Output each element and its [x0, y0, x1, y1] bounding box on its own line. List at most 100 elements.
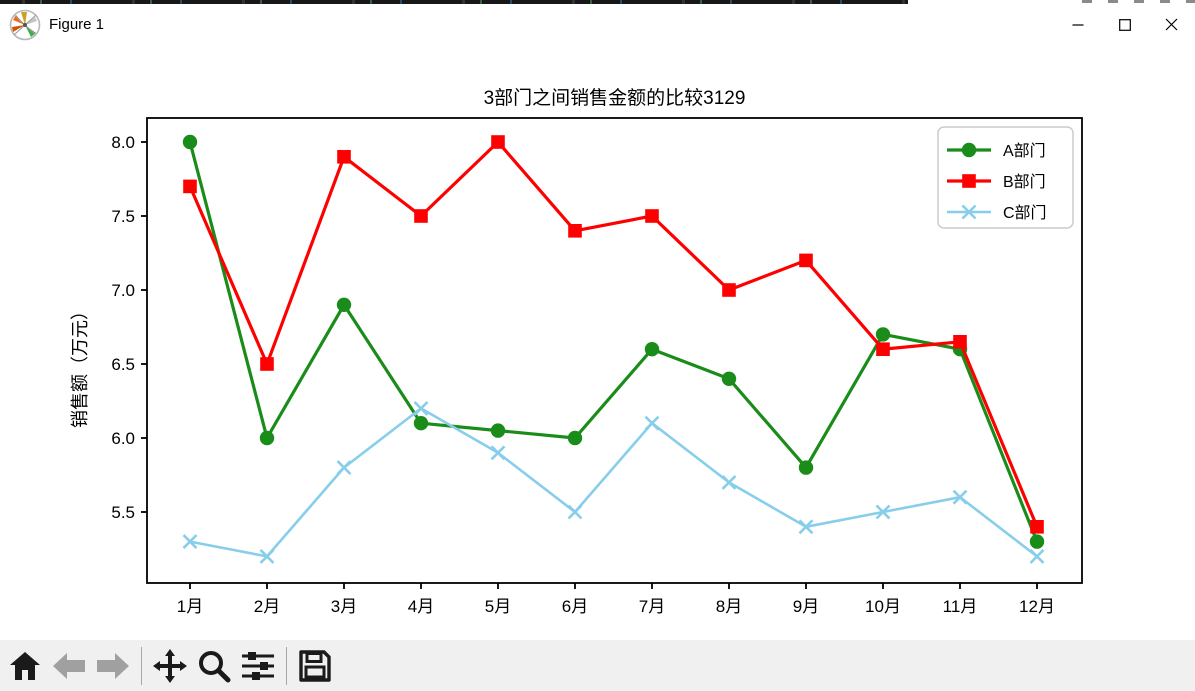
x-tick-label: 2月: [254, 597, 280, 616]
data-point: [798, 519, 814, 535]
matplotlib-toolbar: [0, 640, 1195, 691]
back-button[interactable]: [47, 644, 91, 688]
y-tick-label: 8.0: [111, 133, 135, 152]
save-button[interactable]: [293, 644, 337, 688]
y-tick-label: 7.5: [111, 207, 135, 226]
y-tick-label: 6.5: [111, 355, 135, 374]
zoom-button[interactable]: [192, 644, 236, 688]
axes-spines: [146, 117, 1083, 584]
data-point: [259, 548, 275, 564]
data-point: [644, 342, 660, 357]
data-point: [721, 371, 737, 386]
title-bar: Figure 1: [0, 4, 1195, 45]
data-point: [337, 150, 351, 164]
toolbar-separator: [286, 646, 287, 685]
x-tick-label: 12月: [1019, 597, 1055, 616]
data-point: [567, 430, 583, 446]
x-tick-label: 7月: [639, 597, 665, 616]
data-point: [644, 415, 660, 431]
series-line: [188, 140, 1039, 528]
data-point: [799, 253, 813, 268]
data-point: [568, 224, 582, 238]
data-point: [798, 460, 814, 475]
x-tick-label: 1月: [177, 597, 203, 616]
x-tick-label: 9月: [793, 597, 819, 616]
x-tick-label: 6月: [562, 597, 588, 616]
back-arrow-icon: [53, 652, 85, 679]
series-A部门: [182, 134, 1045, 549]
background-window-sliver-right: [1082, 0, 1195, 3]
legend-label: C部门: [1003, 204, 1047, 222]
y-tick-label: 5.5: [111, 503, 135, 522]
forward-arrow-icon: [97, 652, 129, 679]
series-C部门: [182, 400, 1045, 564]
data-point: [961, 142, 977, 158]
series-line: [189, 407, 1038, 558]
pan-arrows-icon: [153, 648, 187, 683]
data-point: [645, 209, 659, 223]
data-point: [183, 179, 197, 194]
legend: A部门 B部门 C部门: [937, 126, 1074, 229]
x-tick-label: 10月: [865, 597, 901, 616]
data-point: [491, 135, 505, 149]
chart-canvas[interactable]: 5.5 6.0 6.5 7.0 7.5 8.0 1月 2月 3月 4月 5月 6月 7月 8月 9月 10月 1…: [0, 45, 1195, 640]
minimize-button[interactable]: [1054, 4, 1101, 45]
data-point: [1030, 520, 1044, 534]
window-title: Figure 1: [49, 16, 105, 33]
data-point: [414, 209, 428, 223]
x-tick-label: 3月: [331, 597, 357, 616]
chart-title: 3部门之间销售金额的比较3129: [484, 87, 746, 109]
data-point: [567, 504, 583, 520]
data-point: [953, 335, 967, 349]
data-point: [876, 342, 890, 356]
home-icon: [10, 651, 40, 680]
line-chart: 5.5 6.0 6.5 7.0 7.5 8.0 1月 2月 3月 4月 5月 6月 7月 8月 9月 10月 1…: [70, 87, 1083, 616]
data-point: [260, 357, 274, 371]
pan-button[interactable]: [148, 644, 192, 688]
data-point: [1029, 548, 1045, 564]
maximize-button[interactable]: [1101, 4, 1148, 45]
data-point: [336, 460, 352, 476]
data-point: [182, 534, 198, 550]
configure-subplots-button[interactable]: [236, 644, 280, 688]
zoom-magnifier-icon: [199, 650, 231, 682]
x-tick-label: 8月: [716, 597, 742, 616]
forward-button[interactable]: [91, 644, 135, 688]
y-tick-label: 6.0: [111, 429, 135, 448]
data-point: [952, 489, 968, 505]
series-B部门: [183, 135, 1044, 534]
data-point: [1029, 534, 1045, 549]
data-point: [875, 504, 891, 520]
close-icon: [1165, 18, 1178, 31]
data-point: [721, 474, 737, 490]
window-controls: [1054, 4, 1195, 45]
background-window-sliver: [0, 0, 908, 4]
data-point: [490, 445, 506, 461]
legend-label: B部门: [1003, 173, 1046, 191]
data-point: [336, 297, 352, 312]
save-floppy-icon: [299, 649, 331, 682]
maximize-icon: [1118, 18, 1131, 31]
matplotlib-logo-icon: [9, 9, 41, 40]
y-tick-label: 7.0: [111, 281, 135, 300]
data-point: [490, 423, 506, 438]
data-point: [722, 283, 736, 297]
toolbar-separator: [141, 646, 142, 685]
legend-label: A部门: [1003, 142, 1046, 160]
x-tick-label: 4月: [408, 597, 434, 616]
data-point: [875, 327, 891, 342]
data-point: [182, 134, 198, 150]
data-point: [413, 400, 429, 416]
data-point: [413, 416, 429, 431]
series-line: [188, 141, 1039, 543]
home-button[interactable]: [3, 644, 47, 688]
data-point: [259, 430, 275, 446]
sliders-icon: [242, 651, 274, 680]
x-tick-label: 11月: [943, 597, 978, 616]
y-axis-label: 销售额（万元）: [70, 302, 90, 428]
close-button[interactable]: [1148, 4, 1195, 45]
data-point: [961, 204, 977, 220]
data-point: [962, 174, 976, 188]
x-tick-label: 5月: [485, 597, 511, 616]
